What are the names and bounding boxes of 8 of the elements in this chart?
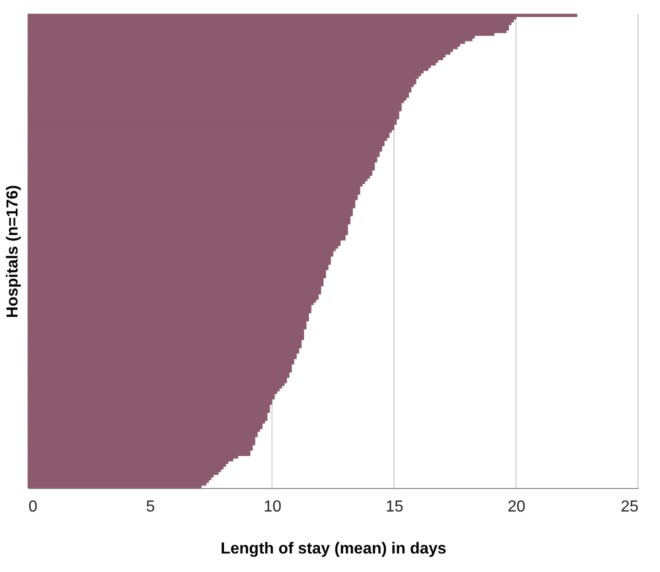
x-axis-title: Length of stay (mean) in days	[220, 540, 447, 558]
x-tick-label: 0	[28, 498, 38, 516]
x-tick-label: 25	[620, 498, 639, 516]
x-tick-label: 20	[508, 498, 526, 516]
x-tick-label: 10	[264, 498, 282, 516]
x-tick-label: 5	[146, 498, 156, 516]
y-axis-title: Hospitals (n=176)	[4, 185, 22, 318]
x-tick-label: 15	[386, 498, 404, 516]
